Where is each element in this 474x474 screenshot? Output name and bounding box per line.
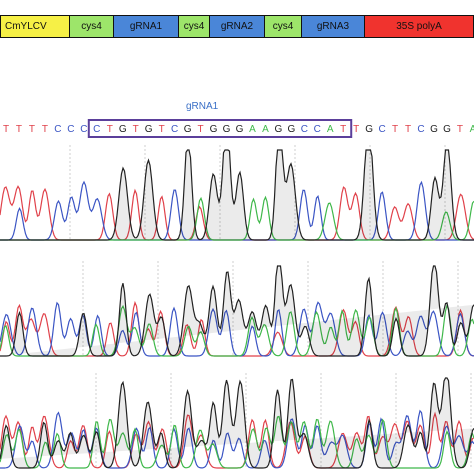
- construct-segment-grna3: gRNA3: [301, 15, 365, 38]
- target-highlight-box: [87, 119, 353, 138]
- sequence-base: T: [42, 124, 48, 135]
- sequence-base: C: [379, 124, 386, 135]
- sequence-base: C: [67, 124, 74, 135]
- trace-g: [0, 377, 474, 469]
- sequence-base: T: [29, 124, 35, 135]
- sequence-base: T: [3, 124, 9, 135]
- trace-g: [0, 149, 474, 241]
- sequence-base: G: [287, 124, 295, 135]
- sequence-base: G: [365, 124, 373, 135]
- sequence-base: C: [93, 124, 100, 135]
- sequence-base: C: [314, 124, 321, 135]
- sequence-base: C: [171, 124, 178, 135]
- chromatogram-panel: [0, 373, 474, 469]
- sequence-base: A: [262, 124, 269, 135]
- construct-diagram: CmYLCV cys4 gRNA1 cys4 gRNA2 cys4 gRNA3 …: [0, 15, 474, 40]
- sequence-base: C: [301, 124, 308, 135]
- sequence-base: G: [443, 124, 451, 135]
- sequence-base: C: [80, 124, 87, 135]
- sequence-base: A: [327, 124, 334, 135]
- sequence-base: T: [159, 124, 165, 135]
- sequence-base: G: [274, 124, 282, 135]
- sequence-base: G: [430, 124, 438, 135]
- sequence-base: T: [405, 124, 411, 135]
- construct-segment-cys4-2: cys4: [178, 15, 210, 38]
- trace-a: [0, 303, 474, 357]
- sequence-base: T: [133, 124, 139, 135]
- sequence-base: G: [184, 124, 192, 135]
- sequence-base: G: [223, 124, 231, 135]
- sequence-base: C: [417, 124, 424, 135]
- sequence-base: G: [145, 124, 153, 135]
- target-label: gRNA1: [186, 101, 219, 112]
- sequence-base: T: [197, 124, 203, 135]
- trace-g: [0, 265, 474, 357]
- chromatogram-panel: [0, 261, 474, 357]
- sequence-base: T: [16, 124, 22, 135]
- sequence-base: A: [470, 124, 474, 135]
- chromatogram-traces: [0, 145, 474, 469]
- sequence-base: T: [392, 124, 398, 135]
- sequence-base: A: [249, 124, 256, 135]
- sequence-base: G: [236, 124, 244, 135]
- sequence-base: C: [54, 124, 61, 135]
- sequence-base: T: [340, 124, 346, 135]
- sequence-base: G: [119, 124, 127, 135]
- sequence-base: T: [353, 124, 359, 135]
- sequence-base: T: [107, 124, 113, 135]
- chromatogram-panel: [0, 145, 474, 241]
- sequence-base: G: [210, 124, 218, 135]
- sequence-base: T: [457, 124, 463, 135]
- construct-segment-35s-polya: 35S polyA: [364, 15, 474, 38]
